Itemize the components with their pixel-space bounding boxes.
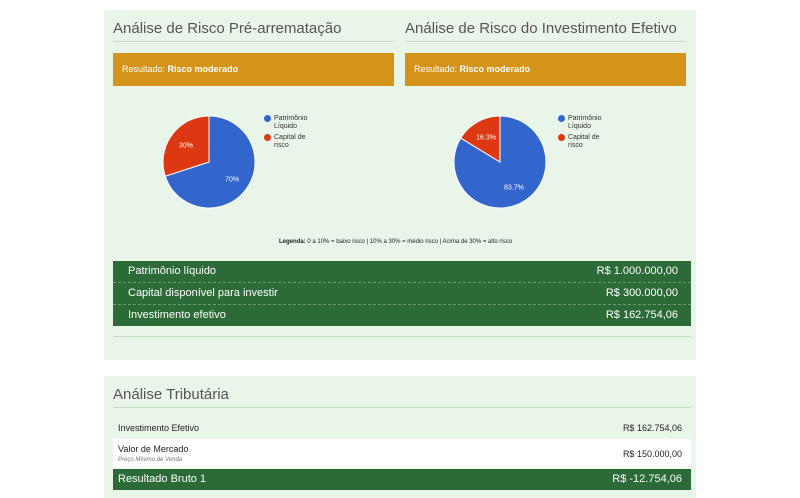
legend-label: Líquido	[274, 123, 297, 130]
summary-row-investimento: Investimento efetivo R$ 162.754,06	[113, 305, 691, 326]
legend-item-patrimonio: Patrimônio Líquido	[558, 115, 601, 131]
risk-pre-legend: Patrimônio Líquido Capital de risco	[264, 115, 307, 153]
legend-item-patrimonio: Patrimônio Líquido	[264, 115, 307, 131]
summary-label: Investimento efetivo	[128, 309, 226, 321]
risk-pre-title-divider	[113, 41, 394, 42]
legend-note-text: 0 a 10% = baixo risco | 10% a 30% = médi…	[307, 239, 513, 245]
tax-row-value: R$ 150.000,00	[622, 449, 682, 459]
legend-label: Patrimônio	[568, 115, 602, 122]
tax-row-label: Valor de Mercado	[118, 444, 189, 454]
tax-row-label: Resultado Bruto 1	[118, 473, 207, 485]
summary-row-capital: Capital disponível para investir R$ 300.…	[113, 283, 691, 304]
summary-value: R$ 1.000.000,00	[596, 265, 678, 277]
tax-row-resultado: Resultado Bruto 1 R$ -12.754,06	[113, 469, 691, 490]
tax-title: Análise Tributária	[113, 386, 229, 403]
risk-effective-legend: Patrimônio Líquido Capital de risco	[558, 115, 601, 153]
legend-swatch-red	[558, 134, 565, 141]
risk-effective-pie-svg: 83.7% 16.3%	[453, 115, 547, 209]
summary-value: R$ 300.000,00	[605, 287, 678, 299]
summary-row-patrimonio: Patrimônio líquido R$ 1.000.000,00	[113, 261, 691, 282]
pie-slice-patrimonio	[164, 115, 256, 209]
tax-analysis-panel: Análise Tributária Investimento Efetivo …	[104, 376, 696, 498]
risk-analysis-panel: Análise de Risco Pré-arrematação Análise…	[104, 10, 696, 360]
result-label: Resultado:	[414, 64, 458, 74]
result-value: Risco moderado	[167, 64, 239, 74]
result-label: Resultado:	[122, 64, 166, 74]
risk-pre-title: Análise de Risco Pré-arrematação	[113, 20, 342, 37]
summary-label: Capital disponível para investir	[128, 287, 278, 299]
legend-label: Patrimônio	[274, 115, 308, 122]
legend-label: risco	[568, 142, 583, 149]
risk-effective-pie-chart: 83.7% 16.3%	[453, 115, 547, 209]
risk-pre-result-banner: Resultado: Risco moderado	[113, 53, 394, 86]
legend-label: Capital de	[568, 134, 600, 141]
risk-effective-result-banner: Resultado: Risco moderado	[405, 53, 686, 86]
panel-bottom-divider	[113, 336, 691, 337]
tax-row-sublabel: Preço Mínimo de Venda	[118, 457, 183, 463]
legend-note-prefix: Legenda:	[279, 239, 306, 245]
legend-label: Líquido	[568, 123, 591, 130]
legend-swatch-blue	[558, 115, 565, 122]
legend-label: Capital de	[274, 134, 306, 141]
risk-pre-pie-chart: 70% 30%	[162, 115, 256, 209]
pie-slice-label: 83.7%	[504, 184, 524, 191]
risk-effective-title: Análise de Risco do Investimento Efetivo	[405, 20, 677, 37]
legend-swatch-blue	[264, 115, 271, 122]
legend-label: risco	[274, 142, 289, 149]
pie-slice-label: 30%	[179, 143, 193, 150]
tax-row-investimento: Investimento Efetivo R$ 162.754,06	[113, 418, 691, 438]
tax-row-value: R$ 162.754,06	[622, 423, 682, 433]
pie-slice-capital	[460, 115, 501, 163]
legend-item-capital: Capital de risco	[264, 134, 307, 150]
tax-title-divider	[113, 407, 691, 408]
legend-swatch-red	[264, 134, 271, 141]
tax-row-value: R$ -12.754,06	[612, 473, 682, 485]
summary-divider	[113, 282, 691, 283]
summary-value: R$ 162.754,06	[605, 309, 678, 321]
pie-slice-label: 70%	[225, 176, 239, 183]
pie-slice-capital	[162, 115, 210, 177]
summary-label: Patrimônio líquido	[128, 265, 217, 277]
result-value: Risco moderado	[459, 64, 531, 74]
risk-effective-title-divider	[405, 41, 686, 42]
risk-legend-note: Legenda: 0 a 10% = baixo risco | 10% a 3…	[279, 239, 512, 245]
summary-box: Patrimônio líquido R$ 1.000.000,00 Capit…	[113, 261, 691, 326]
tax-row-label: Investimento Efetivo	[118, 423, 200, 433]
tax-row-valor-mercado: Valor de Mercado Preço Mínimo de Venda R…	[113, 439, 691, 468]
legend-item-capital: Capital de risco	[558, 134, 601, 150]
risk-pre-pie-svg: 70% 30%	[162, 115, 256, 209]
pie-slice-label: 16.3%	[476, 135, 496, 142]
summary-divider	[113, 304, 691, 305]
